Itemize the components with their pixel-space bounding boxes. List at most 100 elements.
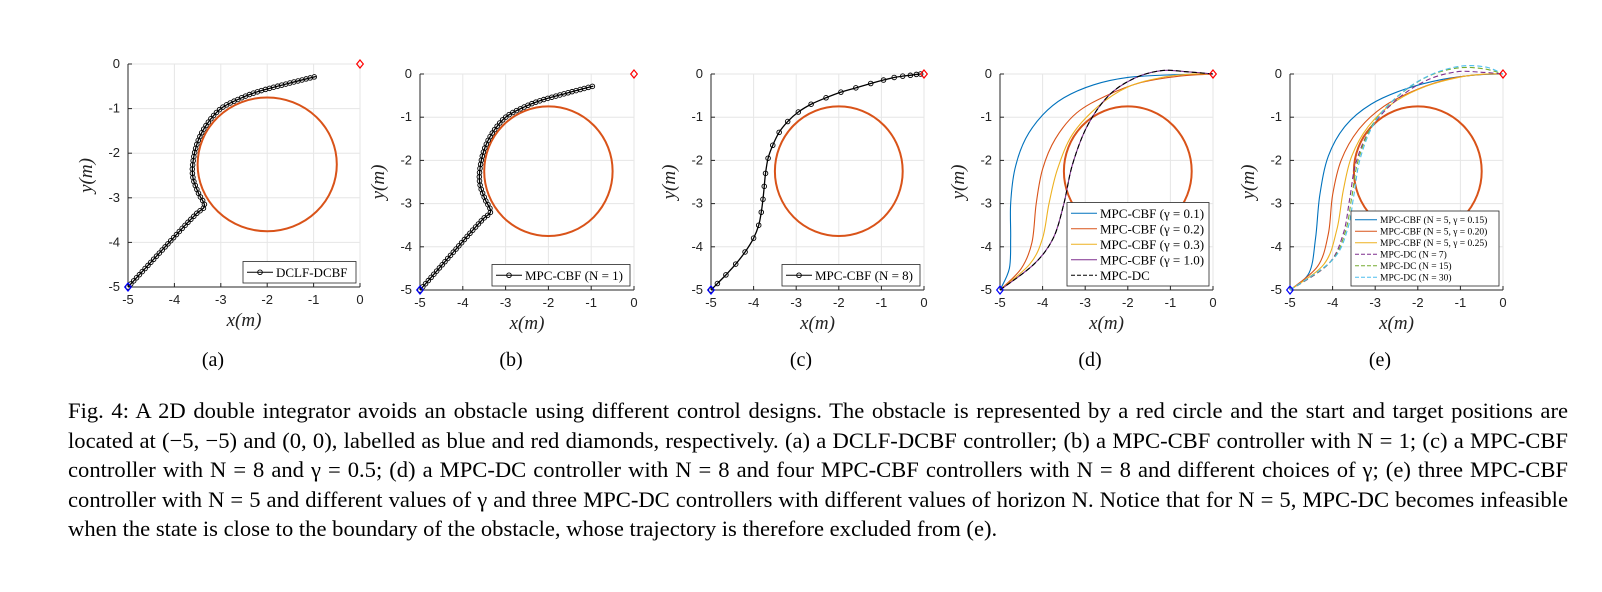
- y-axis-label: y(m): [368, 165, 389, 202]
- series-point: [168, 237, 174, 244]
- legend: MPC-CBF (γ = 0.1)MPC-CBF (γ = 0.2)MPC-CB…: [1066, 202, 1210, 287]
- legend-entry: MPC-CBF (N = 5, γ = 0.20): [1380, 227, 1487, 238]
- legend-entry: MPC-CBF (N = 5, γ = 0.15): [1380, 215, 1487, 226]
- series-point: [417, 287, 423, 293]
- y-tick-label: -3: [980, 196, 992, 211]
- y-tick-label: -4: [980, 239, 992, 254]
- x-tick-label: -4: [169, 292, 181, 307]
- chart-panel-b: -5 -4 -3 -2 -1 0 0 -1 -2 -3 -4 -5 x(m) y(m) MPC-CBF (N…: [368, 66, 639, 371]
- target-diamond: [919, 69, 929, 79]
- chart-panel-c: -5 -4 -3 -2 -1 0 0 -1 -2 -3 -4 -5 x(m) y(m) MPC-CBF (N…: [659, 66, 929, 371]
- x-tick-label: -1: [585, 295, 597, 310]
- series-point: [494, 123, 500, 129]
- x-tick-label: -5: [414, 295, 426, 310]
- figure-caption: Fig. 4: A 2D double integrator avoids an…: [68, 396, 1568, 544]
- x-tick-label: -4: [1037, 295, 1049, 310]
- series-point: [765, 155, 771, 161]
- y-tick-label: -3: [400, 196, 412, 211]
- obstacle-circle: [773, 105, 904, 237]
- series-point: [182, 222, 188, 229]
- x-tick-label: -2: [543, 295, 555, 310]
- series-line-2: [999, 73, 1214, 291]
- y-tick-label: -1: [691, 109, 703, 124]
- series-line-2: [1289, 73, 1504, 291]
- y-tick-label: -2: [980, 152, 992, 167]
- series-point: [159, 247, 165, 253]
- series-point: [838, 89, 844, 95]
- series-point: [439, 262, 445, 268]
- legend-entry: MPC-DC (N = 15): [1380, 261, 1452, 272]
- legend-marker: [796, 272, 802, 279]
- series-point: [428, 274, 434, 281]
- y-axis-label: y(m): [948, 165, 969, 202]
- series-point: [139, 268, 146, 275]
- legend-box: [1350, 210, 1500, 287]
- legend-entry: MPC-DC (N = 7): [1380, 250, 1447, 261]
- legend-marker: [257, 269, 263, 276]
- series-point: [422, 280, 429, 287]
- series-point: [461, 236, 468, 243]
- legend-entry: MPC-CBF (γ = 1.0): [1100, 252, 1204, 267]
- x-tick-label: -3: [500, 295, 512, 310]
- y-tick-label: -4: [691, 239, 703, 254]
- series-point: [153, 253, 160, 259]
- series-point: [191, 213, 197, 220]
- series-point: [589, 83, 596, 90]
- subfigure-label: (c): [790, 349, 812, 371]
- series-point: [173, 231, 180, 238]
- x-tick-label: -1: [308, 292, 320, 307]
- series-point: [499, 117, 506, 123]
- series-line-0: [127, 75, 317, 288]
- series-point: [917, 71, 924, 77]
- y-axis-label: y(m): [659, 165, 680, 202]
- series-point: [761, 183, 768, 190]
- start-diamond: [415, 285, 425, 295]
- y-tick-label: 0: [696, 66, 703, 81]
- series-point: [445, 255, 451, 262]
- series-point: [907, 72, 914, 79]
- series-point: [714, 280, 721, 287]
- obstacle-circle: [196, 96, 338, 233]
- series-point: [760, 196, 766, 203]
- subfigure-label: (e): [1369, 349, 1391, 371]
- series-line-4: [999, 69, 1214, 291]
- x-tick-label: -4: [1327, 295, 1339, 310]
- y-tick-label: -1: [1270, 109, 1282, 124]
- series-point: [487, 209, 494, 216]
- start-diamond: [995, 285, 1005, 295]
- series-point: [891, 74, 897, 81]
- y-axis-label: y(m): [76, 158, 97, 195]
- legend-entry: MPC-CBF (γ = 0.1): [1100, 206, 1204, 221]
- series-point: [162, 244, 168, 250]
- series-point: [125, 284, 131, 290]
- legend-entry: DCLF-DCBF: [276, 265, 348, 280]
- series-point: [776, 129, 782, 136]
- series-point: [200, 205, 207, 211]
- series-point: [442, 258, 448, 265]
- y-tick-label: 0: [113, 56, 120, 71]
- series-point: [179, 225, 185, 232]
- series-point: [732, 261, 739, 267]
- series-point: [433, 268, 440, 274]
- series-point: [880, 77, 887, 83]
- series-point: [136, 271, 143, 278]
- y-tick-label: -3: [691, 196, 703, 211]
- y-tick-label: -5: [400, 282, 412, 297]
- series-point: [770, 142, 776, 149]
- x-tick-label: -3: [790, 295, 802, 310]
- series-point: [472, 224, 479, 230]
- target-diamond: [629, 69, 639, 79]
- x-axis-label: x(m): [799, 313, 835, 334]
- series-point: [708, 287, 714, 293]
- series-point: [899, 73, 906, 79]
- series-point: [130, 278, 137, 284]
- target-diamond: [1498, 69, 1508, 79]
- series-line-5: [1289, 65, 1504, 291]
- series-point: [176, 228, 183, 235]
- start-diamond: [123, 282, 133, 292]
- y-tick-label: -5: [691, 282, 703, 297]
- legend-entry: MPC-CBF (N = 1): [525, 268, 623, 283]
- x-tick-label: -2: [1122, 295, 1134, 310]
- series-point: [208, 115, 214, 122]
- x-axis-label: x(m): [1088, 313, 1124, 334]
